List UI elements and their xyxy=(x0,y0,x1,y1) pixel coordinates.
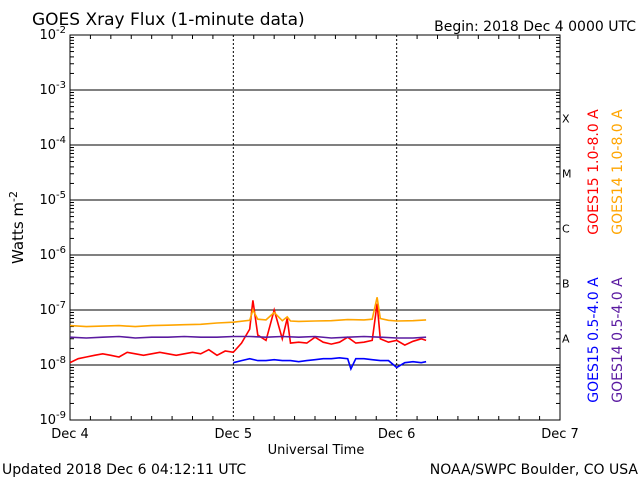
legend-entry: GOES14 1.0-8.0 A xyxy=(610,109,626,235)
series-line xyxy=(70,300,427,364)
x-tick-label: Dec 4 xyxy=(51,427,89,442)
chart-title: GOES Xray Flux (1-minute data) xyxy=(32,10,305,30)
flare-class-label: C xyxy=(562,223,570,236)
legend-entry: GOES14 0.5-4.0 A xyxy=(610,277,626,403)
x-tick-label: Dec 7 xyxy=(541,427,579,442)
begin-label: Begin: 2018 Dec 4 0000 UTC xyxy=(434,19,636,35)
y-tick-label: 10-3 xyxy=(39,80,66,98)
flare-class-label: M xyxy=(562,168,572,181)
flare-class-label: X xyxy=(562,113,570,126)
x-tick-label: Dec 5 xyxy=(215,427,253,442)
series-line xyxy=(70,297,427,328)
credit-label: NOAA/SWPC Boulder, CO USA xyxy=(430,462,639,478)
y-tick-label: 10-6 xyxy=(39,245,66,263)
series-line xyxy=(70,335,427,339)
plot-area: 10-9 10-8 10-7 10-6 10-5 10-4 10-3 10-2 Dec 4 Dec… xyxy=(7,25,626,442)
y-tick-label: 10-5 xyxy=(39,190,66,208)
y-tick-label: 10-4 xyxy=(39,135,66,153)
series-line xyxy=(233,356,427,372)
y-tick-label: 10-9 xyxy=(39,410,66,428)
flare-class-label: B xyxy=(562,278,570,291)
y-tick-label: 10-7 xyxy=(39,300,66,318)
y-tick-label: 10-8 xyxy=(39,355,66,373)
x-axis-label: Universal Time xyxy=(268,443,365,458)
updated-timestamp: Updated 2018 Dec 6 04:12:11 UTC xyxy=(2,462,246,478)
x-tick-label: Dec 6 xyxy=(378,427,416,442)
flare-class-label: A xyxy=(562,333,570,346)
legend-entry: GOES15 0.5-4.0 A xyxy=(586,277,602,403)
plot-frame xyxy=(69,34,561,421)
y-tick-label: 10-2 xyxy=(39,25,66,43)
legend-entry: GOES15 1.0-8.0 A xyxy=(586,109,602,235)
y-axis-label: Watts m-2 xyxy=(7,191,27,264)
